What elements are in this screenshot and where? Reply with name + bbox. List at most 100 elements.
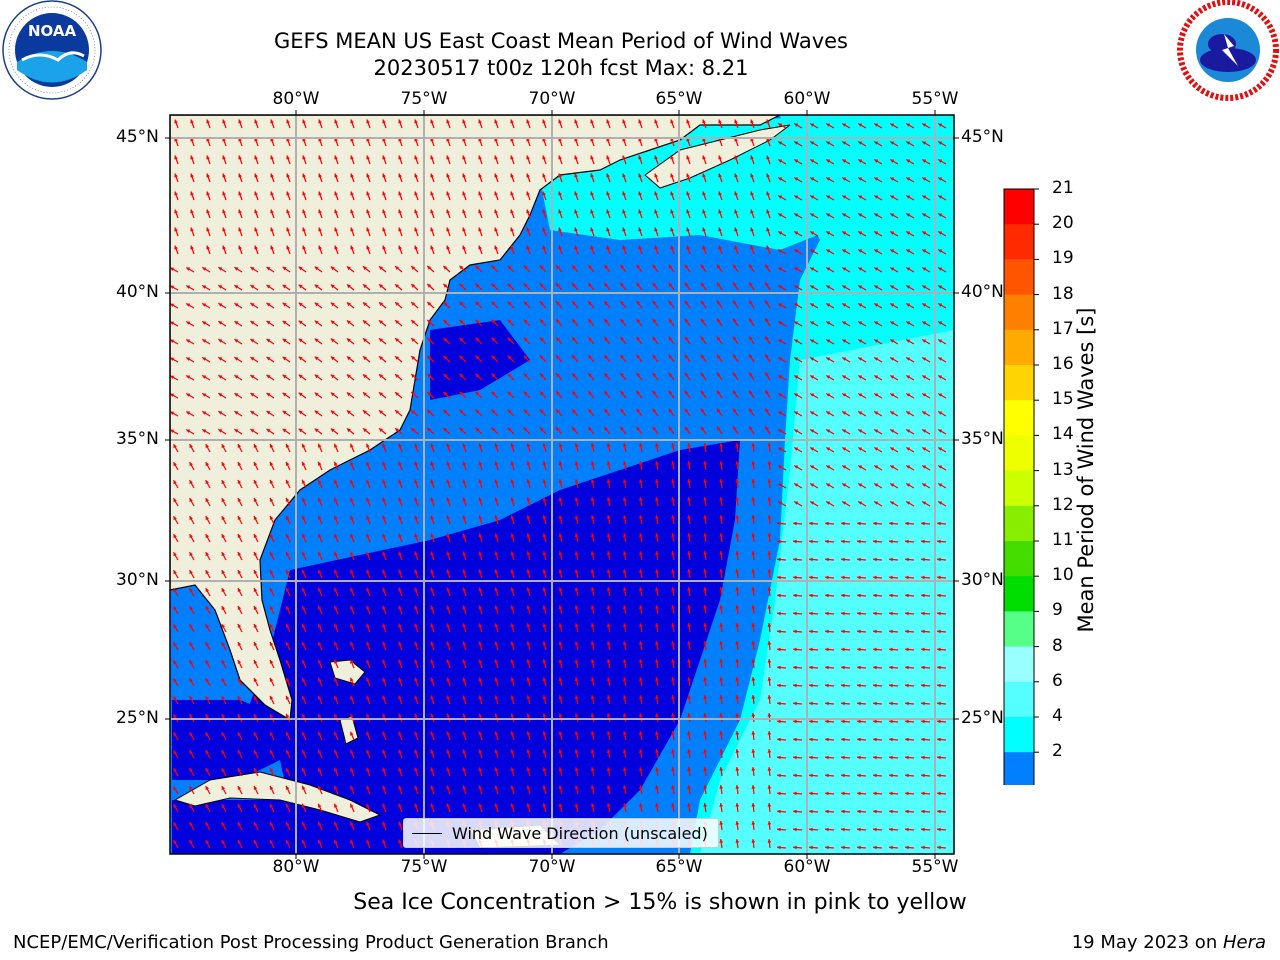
wave-direction-arrowhead	[221, 624, 226, 629]
wave-direction-arrowhead	[398, 209, 402, 214]
wave-direction-arrowhead	[749, 354, 753, 359]
wave-direction-arrowhead	[858, 465, 863, 469]
wave-direction-arrowhead	[430, 713, 434, 718]
wave-direction-arrowhead	[314, 302, 319, 307]
wave-direction-arrowhead	[398, 803, 402, 808]
wave-direction-arrowhead	[778, 267, 783, 271]
wave-direction-arrowhead	[222, 155, 226, 160]
wave-direction-arrowhead	[922, 267, 927, 271]
wave-direction-arrowhead	[652, 426, 657, 431]
wave-direction-arrowhead	[382, 533, 386, 538]
wave-direction-arrowhead	[687, 659, 691, 663]
wave-direction-arrowhead	[174, 227, 178, 232]
wave-direction-arrowhead	[767, 659, 772, 663]
wave-direction-arrowhead	[606, 551, 611, 556]
wind-wave-direction-arrows	[170, 119, 947, 850]
wave-direction-arrowhead	[889, 521, 893, 526]
wave-direction-arrowhead	[889, 629, 893, 634]
wave-direction-arrowhead	[266, 303, 271, 307]
wave-direction-arrowhead	[794, 483, 799, 487]
wave-direction-arrowhead	[494, 443, 499, 448]
wave-direction-arrowhead	[794, 501, 799, 505]
wave-direction-arrowhead	[777, 647, 781, 652]
wave-direction-arrowhead	[218, 357, 223, 361]
wave-direction-arrowhead	[237, 678, 242, 682]
wave-direction-arrowhead	[350, 119, 354, 124]
wave-direction-arrowhead	[205, 822, 210, 827]
wave-direction-arrowhead	[414, 497, 418, 502]
wave-direction-arrowhead	[734, 119, 738, 124]
wave-direction-arrowhead	[655, 803, 659, 807]
wave-direction-arrowhead	[253, 696, 258, 700]
wave-direction-arrowhead	[857, 737, 861, 742]
wave-direction-arrowhead	[222, 119, 226, 124]
wave-direction-arrowhead	[639, 641, 643, 645]
wave-direction-arrowhead	[639, 587, 643, 591]
wave-direction-arrowhead	[889, 611, 893, 616]
wave-direction-arrowhead	[398, 227, 402, 232]
wave-direction-arrowhead	[671, 623, 675, 627]
wave-direction-arrowhead	[810, 411, 815, 415]
wave-direction-arrowhead	[604, 301, 608, 305]
wave-direction-arrowhead	[749, 426, 753, 431]
wave-direction-arrowhead	[671, 731, 675, 735]
wave-direction-arrowhead	[173, 714, 177, 719]
wave-direction-arrowhead	[222, 191, 226, 196]
wave-direction-arrowhead	[765, 336, 769, 341]
wave-direction-arrowhead	[686, 245, 690, 250]
wave-direction-arrowhead	[189, 804, 193, 809]
wave-direction-arrowhead	[173, 570, 177, 575]
wave-direction-arrowhead	[620, 283, 625, 287]
wave-direction-arrowhead	[810, 429, 815, 433]
wave-direction-arrowhead	[266, 411, 271, 415]
bahamas-island	[339, 715, 359, 745]
wave-direction-arrowhead	[475, 283, 480, 288]
wave-direction-arrowhead	[735, 461, 740, 465]
wave-direction-arrowhead	[462, 245, 466, 250]
wave-direction-arrowhead	[366, 173, 370, 178]
wave-direction-arrowhead	[430, 245, 434, 250]
wave-direction-arrowhead	[237, 804, 242, 808]
wave-direction-arrowhead	[606, 479, 611, 484]
colorbar-segment	[1004, 224, 1034, 260]
wave-direction-arrowhead	[221, 642, 226, 647]
wave-direction-arrowhead	[655, 677, 659, 681]
wave-direction-arrowhead	[302, 713, 306, 718]
wave-direction-arrowhead	[703, 731, 708, 735]
wave-direction-arrowhead	[623, 533, 627, 537]
wave-direction-arrowhead	[350, 569, 354, 574]
wave-direction-arrowhead	[414, 155, 418, 160]
wave-direction-arrowhead	[906, 285, 911, 289]
wave-direction-arrowhead	[825, 557, 829, 562]
wave-direction-arrowhead	[735, 605, 740, 609]
wave-direction-arrowhead	[302, 605, 306, 610]
wave-direction-arrowhead	[794, 141, 799, 145]
wave-direction-arrowhead	[202, 393, 207, 397]
wave-direction-arrowhead	[221, 570, 226, 575]
wave-direction-arrowhead	[857, 791, 861, 796]
wave-direction-arrowhead	[186, 429, 191, 433]
wave-direction-arrowhead	[606, 803, 611, 808]
wave-direction-arrowhead	[858, 303, 863, 307]
wave-direction-arrowhead	[350, 605, 354, 610]
wave-direction-arrowhead	[777, 611, 781, 616]
wave-direction-arrowhead	[298, 266, 303, 271]
wave-direction-arrowhead	[749, 408, 753, 413]
wave-direction-arrowhead	[636, 372, 641, 377]
wave-direction-arrowhead	[266, 267, 271, 271]
wave-direction-arrowhead	[430, 641, 434, 646]
wave-direction-arrowhead	[253, 462, 258, 466]
wave-direction-arrowhead	[751, 443, 756, 447]
lon-label-bottom: 70°W	[528, 857, 576, 877]
wave-direction-arrowhead	[905, 773, 909, 778]
wave-direction-arrowhead	[719, 785, 724, 789]
wave-direction-arrowhead	[190, 173, 194, 178]
wave-direction-arrowhead	[889, 701, 893, 706]
wave-direction-arrowhead	[186, 411, 191, 415]
wave-direction-arrowhead	[590, 677, 595, 682]
wave-direction-arrowhead	[703, 767, 708, 771]
wave-direction-arrowhead	[334, 821, 338, 826]
wave-direction-arrowhead	[590, 785, 595, 790]
wave-direction-arrowhead	[494, 767, 499, 772]
wave-direction-arrowhead	[777, 773, 781, 778]
